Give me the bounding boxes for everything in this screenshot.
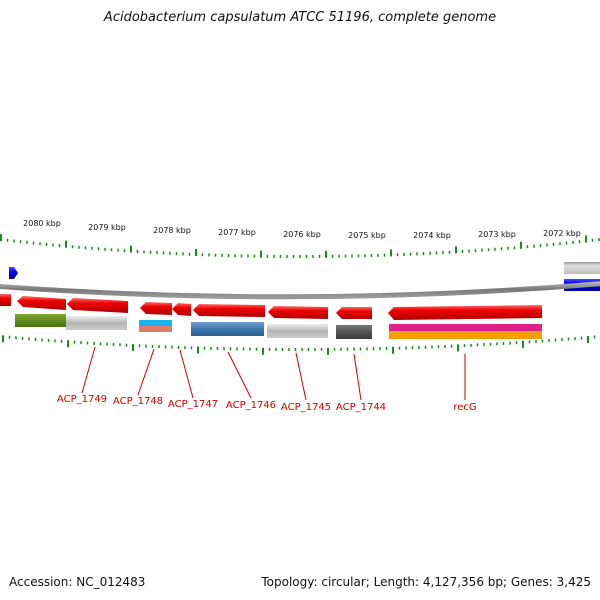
gene-label[interactable]: recG bbox=[453, 402, 476, 413]
gene-label[interactable]: ACP_1744 bbox=[336, 402, 386, 413]
accession-text: Accession: NC_012483 bbox=[9, 575, 146, 589]
scale-label: 2076 kbp bbox=[283, 230, 321, 239]
gene-label[interactable]: ACP_1745 bbox=[281, 402, 331, 413]
annotation-bar-dark[interactable] bbox=[336, 325, 372, 339]
scale-ticks-inner bbox=[2, 335, 596, 355]
gene-labels: ACP_1749 ACP_1748 ACP_1747 ACP_1746 ACP_… bbox=[57, 394, 477, 413]
gene-arrow[interactable] bbox=[67, 298, 128, 313]
gene-label[interactable]: ACP_1748 bbox=[113, 396, 163, 407]
scale-label: 2074 kbp bbox=[413, 231, 451, 240]
scale-label: 2078 kbp bbox=[153, 226, 191, 235]
gene-arrow[interactable] bbox=[388, 305, 542, 320]
annotation-bar-steel[interactable] bbox=[191, 322, 264, 336]
annotation-bar-gray[interactable] bbox=[267, 324, 328, 338]
annotation-bar-cyan[interactable] bbox=[139, 320, 172, 326]
gene-arrow[interactable] bbox=[268, 306, 328, 319]
scale-label: 2073 kbp bbox=[478, 230, 516, 239]
gene-arrow[interactable] bbox=[140, 302, 172, 315]
gene-label[interactable]: ACP_1746 bbox=[226, 400, 276, 411]
gene-arrow[interactable] bbox=[0, 294, 11, 306]
annotation-bars bbox=[15, 314, 542, 339]
scale-label: 2077 kbp bbox=[218, 228, 256, 237]
annotation-bar-gray[interactable] bbox=[66, 316, 127, 330]
forward-gene-arrow-left[interactable] bbox=[9, 267, 18, 279]
gene-arrow[interactable] bbox=[172, 303, 191, 316]
map-title: Acidobacterium capsulatum ATCC 51196, co… bbox=[103, 10, 497, 25]
scale-label: 2079 kbp bbox=[88, 223, 126, 232]
gene-arrow[interactable] bbox=[336, 307, 372, 319]
annotation-bar-salmon[interactable] bbox=[139, 326, 172, 332]
gene-label[interactable]: ACP_1747 bbox=[168, 399, 218, 410]
scale-ticks-outer bbox=[0, 234, 600, 258]
scale-labels: 2080 kbp 2079 kbp 2078 kbp 2077 kbp 2076… bbox=[23, 219, 581, 240]
genome-summary-text: Topology: circular; Length: 4,127,356 bp… bbox=[261, 575, 591, 589]
scale-label: 2075 kbp bbox=[348, 231, 386, 240]
gene-label-leaders bbox=[81, 346, 466, 401]
gene-arrow[interactable] bbox=[193, 304, 265, 317]
genome-backbone bbox=[0, 281, 600, 300]
gene-arrow[interactable] bbox=[17, 296, 66, 310]
gene-label[interactable]: ACP_1749 bbox=[57, 394, 107, 405]
annotation-bar-olive[interactable] bbox=[15, 314, 66, 327]
scale-label: 2072 kbp bbox=[543, 229, 581, 238]
reverse-strand-genes bbox=[0, 294, 542, 320]
annotation-bar-magenta[interactable] bbox=[389, 324, 542, 331]
scale-label: 2080 kbp bbox=[23, 219, 61, 228]
gene-track-gray-right[interactable] bbox=[564, 262, 600, 274]
annotation-bar-orange[interactable] bbox=[389, 331, 542, 339]
